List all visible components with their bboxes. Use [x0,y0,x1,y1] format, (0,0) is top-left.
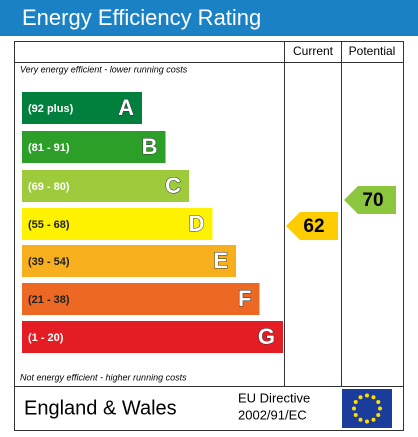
band-letter: D [189,211,205,236]
frame [14,41,404,431]
band [22,283,260,315]
band [22,170,189,202]
star [353,413,358,417]
star [378,406,382,411]
title: Energy Efficiency Rating [22,5,261,30]
band-range: (21 - 38) [28,294,70,306]
region: England & Wales [24,397,177,419]
current-rating: 62 [303,216,324,237]
band-range: (81 - 91) [28,142,70,154]
band-range: (69 - 80) [28,181,70,193]
column-header: Potential [349,44,396,58]
band [22,245,236,277]
band-letter: C [165,173,181,198]
star [371,395,376,400]
star [371,417,376,422]
band-range: (39 - 54) [28,256,70,268]
current-arrow [286,212,338,240]
band [22,321,283,353]
directive: 2002/91/EC [238,407,307,422]
band-letter: E [213,248,228,273]
top-note: Very energy efficient - lower running co… [20,64,188,74]
star [352,406,356,411]
band-letter: A [118,95,134,120]
eu-stars [352,393,382,424]
band-range: (1 - 20) [28,332,64,344]
star [365,393,369,398]
band-letter: G [258,324,275,349]
column-header: Current [293,44,334,58]
star [376,400,381,404]
bottom-note: Not energy efficient - higher running co… [20,372,187,382]
star [358,395,363,400]
potential-arrow [344,186,396,214]
band-letter: B [142,134,158,159]
band-range: (92 plus) [28,103,74,115]
potential-rating: 70 [362,190,383,211]
band [22,92,142,124]
title-bar [0,0,418,36]
band-range: (55 - 68) [28,219,70,231]
band [22,208,213,240]
star [358,417,363,422]
star [353,400,358,404]
star [365,419,369,424]
directive: EU Directive [238,390,310,405]
star [376,413,381,417]
band-letter: F [238,286,251,311]
bands: (92 plus) A (81 - 91) B (69 - 80) C (55 - 68) D… [22,92,283,353]
band [22,131,166,163]
